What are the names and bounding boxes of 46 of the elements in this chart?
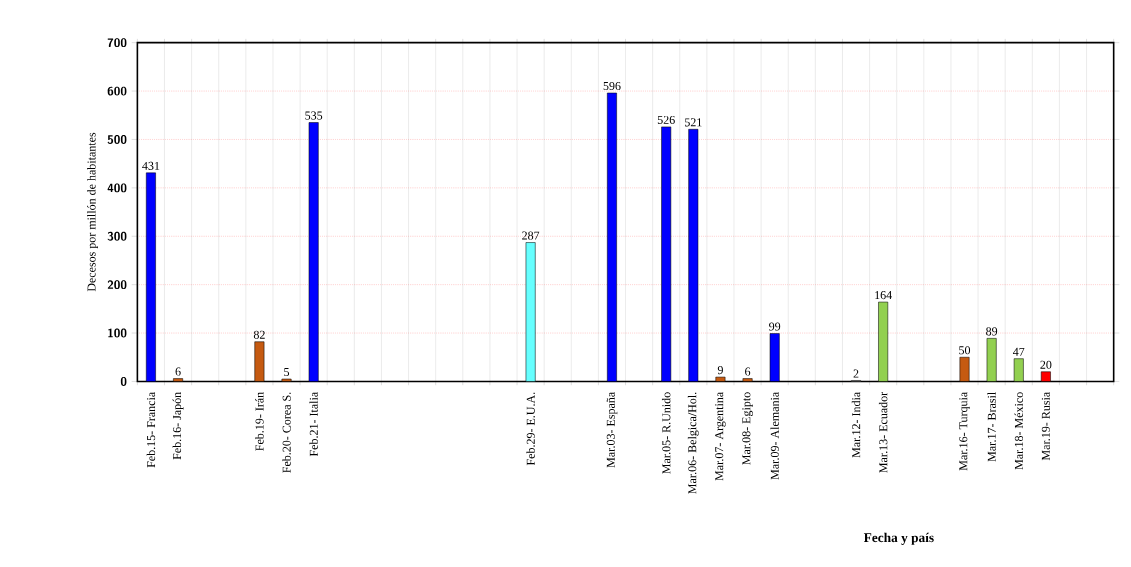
x-tick-label: Mar.17- Brasil [987, 392, 996, 462]
x-tick-label: Feb.20- Corea S. [282, 392, 291, 473]
data-label: 89 [986, 327, 998, 336]
data-label: 526 [657, 115, 675, 125]
data-label: 2 [853, 369, 859, 378]
data-label: 9 [717, 366, 723, 375]
data-label: 521 [685, 118, 702, 127]
y-tick-label: 300 [107, 231, 127, 241]
data-label: 99 [769, 322, 781, 331]
y-tick-label: 400 [107, 183, 127, 193]
x-tick-label: Mar.03- España [606, 392, 618, 468]
x-tick-label: Feb.15- Francia [146, 392, 156, 468]
x-tick-label: Feb.19- Irán [255, 392, 264, 451]
x-tick-label: Mar.07- Argentina [715, 392, 726, 481]
x-tick-label: Mar.18- México [1014, 392, 1024, 470]
x-tick-label: Mar.13- Ecuador [878, 392, 888, 473]
data-label: 535 [305, 111, 323, 120]
y-axis-title: Decesos por millón de habitantes [87, 132, 99, 292]
y-tick-label: 700 [107, 38, 127, 48]
x-tick-label: Mar.05- R.Unido [661, 392, 671, 474]
x-tick-label: Mar.08- Egipto [742, 392, 753, 465]
x-tick-label: Mar.19- Rusia [1041, 392, 1050, 461]
data-label: 6 [745, 367, 751, 376]
y-tick-label: 200 [107, 280, 127, 290]
data-label: 431 [142, 161, 160, 171]
data-label: 6 [175, 367, 181, 376]
y-tick-label: 0 [120, 377, 127, 386]
x-tick-label: Mar.16- Turquia [959, 392, 970, 471]
x-tick-label: Mar.06- Belgica/Hol. [687, 392, 699, 494]
data-label: 20 [1040, 360, 1052, 369]
data-label: 596 [603, 82, 621, 91]
data-label: 47 [1012, 347, 1025, 356]
data-label: 5 [284, 368, 290, 377]
x-tick-label: Feb.21- Italia [309, 392, 318, 457]
data-label: 50 [959, 346, 971, 355]
x-tick-label: Feb.16- Japón [172, 392, 184, 460]
y-tick-label: 100 [108, 328, 127, 338]
x-tick-label: Mar.09- Alemania [770, 392, 779, 480]
x-tick-label: Mar.12- India [851, 392, 861, 458]
data-label: 82 [253, 330, 265, 339]
data-label: 287 [522, 231, 540, 240]
data-label: 164 [875, 291, 892, 300]
x-tick-label: Feb.29- E.U.A. [526, 392, 535, 466]
y-tick-label: 600 [107, 86, 127, 96]
y-tick-label: 500 [107, 135, 127, 144]
x-axis-title: Fecha y país [863, 532, 934, 545]
